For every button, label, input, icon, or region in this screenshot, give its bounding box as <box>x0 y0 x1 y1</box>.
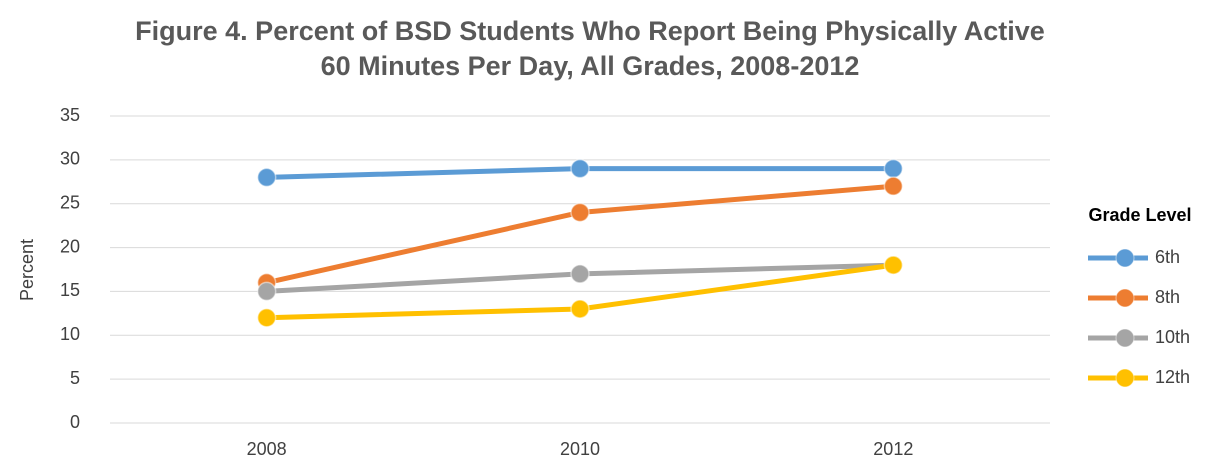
legend-marker <box>1115 368 1135 388</box>
data-point <box>570 264 590 284</box>
data-point <box>883 176 904 196</box>
chart-title: Figure 4. Percent of BSD Students Who Re… <box>135 16 1045 81</box>
y-tick-label: 25 <box>60 192 80 212</box>
legend-label: 12th <box>1155 367 1190 387</box>
y-tick-label: 15 <box>60 280 80 300</box>
x-tick-label: 2008 <box>247 439 287 459</box>
data-point <box>256 167 277 188</box>
y-tick-label: 20 <box>60 236 80 256</box>
legend-marker <box>1115 288 1135 308</box>
legend-title: Grade Level <box>1088 205 1191 225</box>
data-point <box>256 281 277 302</box>
y-tick-label: 35 <box>60 105 80 125</box>
legend-marker <box>1115 328 1135 348</box>
legend-label: 8th <box>1155 287 1180 307</box>
data-point <box>883 255 904 275</box>
legend-label: 10th <box>1155 327 1190 347</box>
data-point <box>570 202 590 223</box>
data-point <box>883 158 904 179</box>
x-tick-label: 2010 <box>560 439 600 459</box>
y-tick-label: 10 <box>60 324 80 344</box>
data-point <box>570 158 590 179</box>
y-axis-label: Percent <box>17 239 37 301</box>
y-tick-label: 5 <box>70 368 80 388</box>
x-tick-label: 2012 <box>873 439 913 459</box>
legend-label: 6th <box>1155 247 1180 267</box>
data-point <box>570 299 590 319</box>
y-tick-label: 30 <box>60 149 80 169</box>
y-tick-label: 0 <box>70 412 80 432</box>
data-point <box>256 307 277 328</box>
legend-marker <box>1115 248 1135 268</box>
